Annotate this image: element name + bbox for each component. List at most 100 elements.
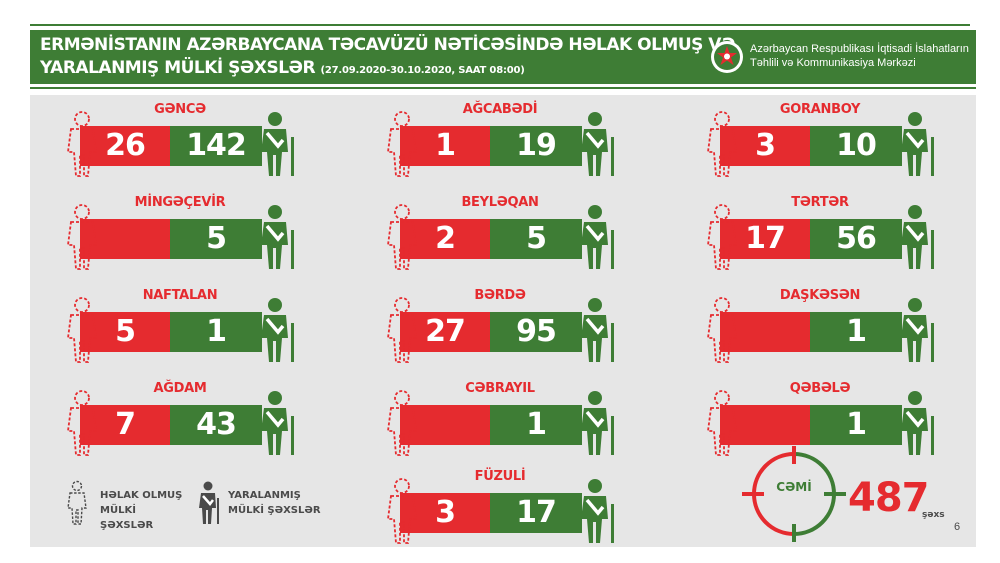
wounded-count: 56	[836, 221, 877, 256]
dead-count: 17	[745, 221, 786, 256]
wounded-bar	[810, 405, 902, 445]
dead-person-icon	[382, 296, 422, 364]
wounded-bar	[170, 312, 262, 352]
region-name: DAŞKƏSƏN	[779, 288, 861, 303]
wounded-bar	[490, 312, 582, 352]
region-name: GORANBOY	[779, 102, 861, 117]
region-name: NAFTALAN	[142, 288, 218, 303]
dead-bar	[720, 405, 810, 445]
wounded-count: 10	[836, 128, 877, 163]
wounded-bar	[810, 219, 902, 259]
legend-wounded-line-2: MÜLKİ ŞƏXSLƏR	[228, 505, 321, 516]
dead-count: 7	[115, 407, 136, 442]
region-card: AĞDAM 7 43	[60, 375, 300, 459]
dead-count: 2	[435, 221, 456, 256]
dead-bar	[720, 219, 810, 259]
legend-dead-line-1: HƏLAK OLMUŞ	[100, 490, 183, 501]
wounded-person-icon	[258, 296, 298, 364]
wounded-person-icon	[898, 203, 938, 271]
dead-bar	[720, 126, 810, 166]
dead-person-icon	[702, 296, 742, 364]
wounded-bar	[490, 405, 582, 445]
wounded-count: 43	[196, 407, 237, 442]
dead-bar	[80, 405, 170, 445]
region-name: AĞCABƏDİ	[462, 102, 538, 117]
wounded-person-icon	[199, 481, 219, 524]
wounded-bar	[490, 219, 582, 259]
bottom-divider	[30, 87, 976, 89]
region-name: FÜZULİ	[474, 469, 526, 484]
wounded-count: 142	[186, 128, 247, 163]
wounded-person-icon	[258, 203, 298, 271]
wounded-person-icon	[898, 389, 938, 457]
wounded-count: 5	[526, 221, 547, 256]
emblem-icon	[711, 41, 743, 73]
dead-count: 27	[425, 314, 466, 349]
legend-wounded-line-1: YARALANMIŞ	[228, 490, 301, 501]
region-card: BƏRDƏ 27 95	[380, 282, 620, 366]
wounded-person-icon	[578, 110, 618, 178]
dead-bar	[80, 219, 170, 259]
total-label: CƏMİ	[776, 480, 812, 494]
page-number: 6	[954, 521, 961, 533]
wounded-count: 1	[846, 407, 867, 442]
wounded-bar	[170, 405, 262, 445]
region-card: CƏBRAYIL 1	[380, 375, 620, 459]
top-divider	[30, 24, 970, 26]
wounded-count: 1	[526, 407, 547, 442]
dead-person-icon	[702, 110, 742, 178]
title-banner: ERMƏNİSTANIN AZƏRBAYCANA TƏCAVÜZÜ NƏTİCƏ…	[30, 30, 976, 84]
date-range: (27.09.2020-30.10.2020, SAAT 08:00)	[320, 65, 525, 76]
dead-person-icon	[67, 480, 87, 525]
dead-person-icon	[62, 296, 102, 364]
organization-name: Azərbaycan Respublikası İqtisadi İslahat…	[750, 42, 969, 70]
total-value: 487	[848, 475, 929, 521]
legend-dead: HƏLAK OLMUŞ MÜLKİ ŞƏXSLƏR	[100, 488, 190, 533]
org-line-1: Azərbaycan Respublikası İqtisadi İslahat…	[750, 43, 969, 55]
wounded-bar	[490, 493, 582, 533]
region-name: QƏBƏLƏ	[789, 381, 851, 396]
region-name: MİNGƏÇEVİR	[134, 195, 226, 210]
region-card: FÜZULİ 3 17	[380, 463, 620, 547]
region-name: TƏRTƏR	[791, 195, 849, 210]
dead-bar	[80, 312, 170, 352]
wounded-person-icon	[898, 110, 938, 178]
dead-count: 3	[435, 495, 456, 530]
dead-person-icon	[382, 110, 422, 178]
wounded-count: 5	[206, 221, 227, 256]
dead-person-icon	[62, 110, 102, 178]
page-subtitle: YARALANMIŞ MÜLKİ ŞƏXSLƏR (27.09.2020-30.…	[40, 58, 525, 78]
dead-person-icon	[702, 389, 742, 457]
dead-bar	[720, 312, 810, 352]
wounded-count: 95	[516, 314, 557, 349]
wounded-count: 1	[846, 314, 867, 349]
legend-dead-line-2: MÜLKİ ŞƏXSLƏR	[100, 505, 154, 531]
dead-bar	[400, 312, 490, 352]
wounded-count: 1	[206, 314, 227, 349]
region-card: DAŞKƏSƏN 1	[700, 282, 940, 366]
dead-count: 1	[435, 128, 456, 163]
wounded-person-icon	[578, 296, 618, 364]
dead-bar	[400, 126, 490, 166]
dead-bar	[80, 126, 170, 166]
crosshair-icon	[742, 446, 846, 542]
wounded-person-icon	[578, 389, 618, 457]
wounded-bar	[810, 126, 902, 166]
dead-person-icon	[62, 389, 102, 457]
region-card: AĞCABƏDİ 1 19	[380, 96, 620, 180]
dead-person-icon	[382, 389, 422, 457]
region-name: GƏNCƏ	[154, 102, 206, 117]
wounded-count: 17	[516, 495, 557, 530]
dead-person-icon	[62, 203, 102, 271]
dead-count: 5	[115, 314, 136, 349]
wounded-person-icon	[258, 110, 298, 178]
region-card: BEYLƏQAN 2 5	[380, 189, 620, 273]
wounded-person-icon	[578, 203, 618, 271]
region-name: AĞDAM	[153, 381, 207, 396]
dead-count: 26	[105, 128, 146, 163]
legend-wounded: YARALANMIŞ MÜLKİ ŞƏXSLƏR	[228, 488, 328, 518]
wounded-bar	[170, 126, 262, 166]
wounded-person-icon	[258, 389, 298, 457]
wounded-count: 19	[516, 128, 557, 163]
dead-count: 3	[755, 128, 776, 163]
